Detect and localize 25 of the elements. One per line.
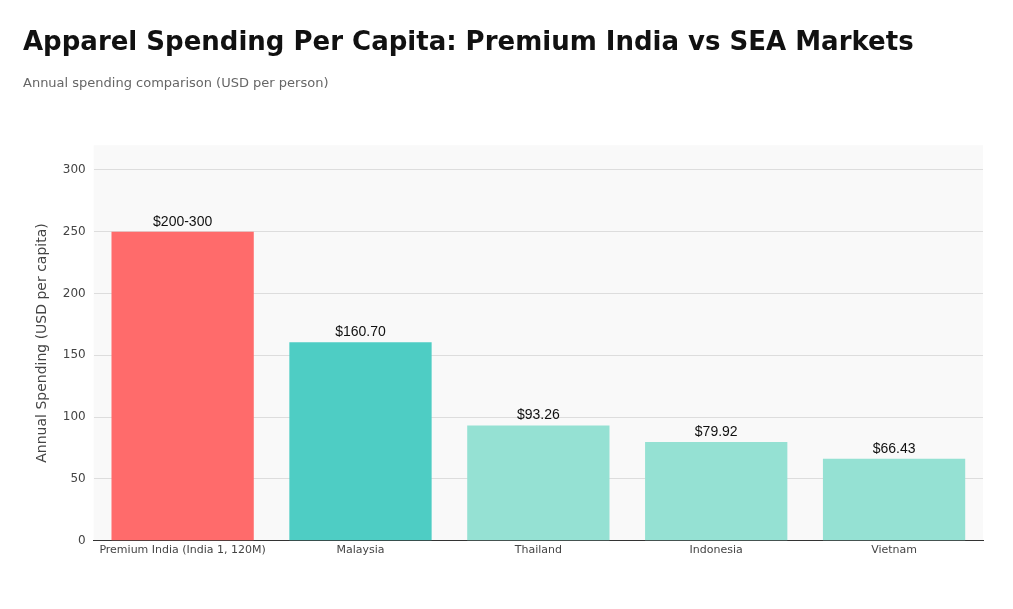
data-label: $93.26 <box>516 406 560 423</box>
y-tick-label: 150 <box>62 347 86 362</box>
x-tick-label: Vietnam <box>871 543 917 557</box>
chart-subtitle: Annual spending comparison (USD per person) <box>23 75 329 90</box>
y-tick-label: 0 <box>78 532 86 547</box>
y-axis-title: Annual Spending (USD per capita) <box>33 223 50 463</box>
bar <box>822 458 966 541</box>
y-tick-label: 100 <box>62 409 86 424</box>
y-tick-label: 250 <box>62 223 86 238</box>
bar <box>289 342 432 541</box>
bar <box>111 231 254 541</box>
x-tick-label: Thailand <box>513 543 562 557</box>
bar <box>645 442 788 541</box>
data-label: $200-300 <box>153 212 213 229</box>
x-tick-label: Premium India (India 1, 120M) <box>99 543 266 557</box>
x-tick-label: Malaysia <box>336 543 385 557</box>
data-label: $79.92 <box>694 422 738 439</box>
bar <box>467 425 610 541</box>
chart-title: Apparel Spending Per Capita: Premium India vs SEA Markets <box>23 26 914 56</box>
y-tick-label: 200 <box>62 285 86 300</box>
y-tick-label: 50 <box>70 471 86 486</box>
y-tick-label: 300 <box>62 162 86 177</box>
data-label: $160.70 <box>335 322 387 339</box>
data-label: $66.43 <box>872 439 916 456</box>
x-tick-label: Indonesia <box>689 543 743 557</box>
